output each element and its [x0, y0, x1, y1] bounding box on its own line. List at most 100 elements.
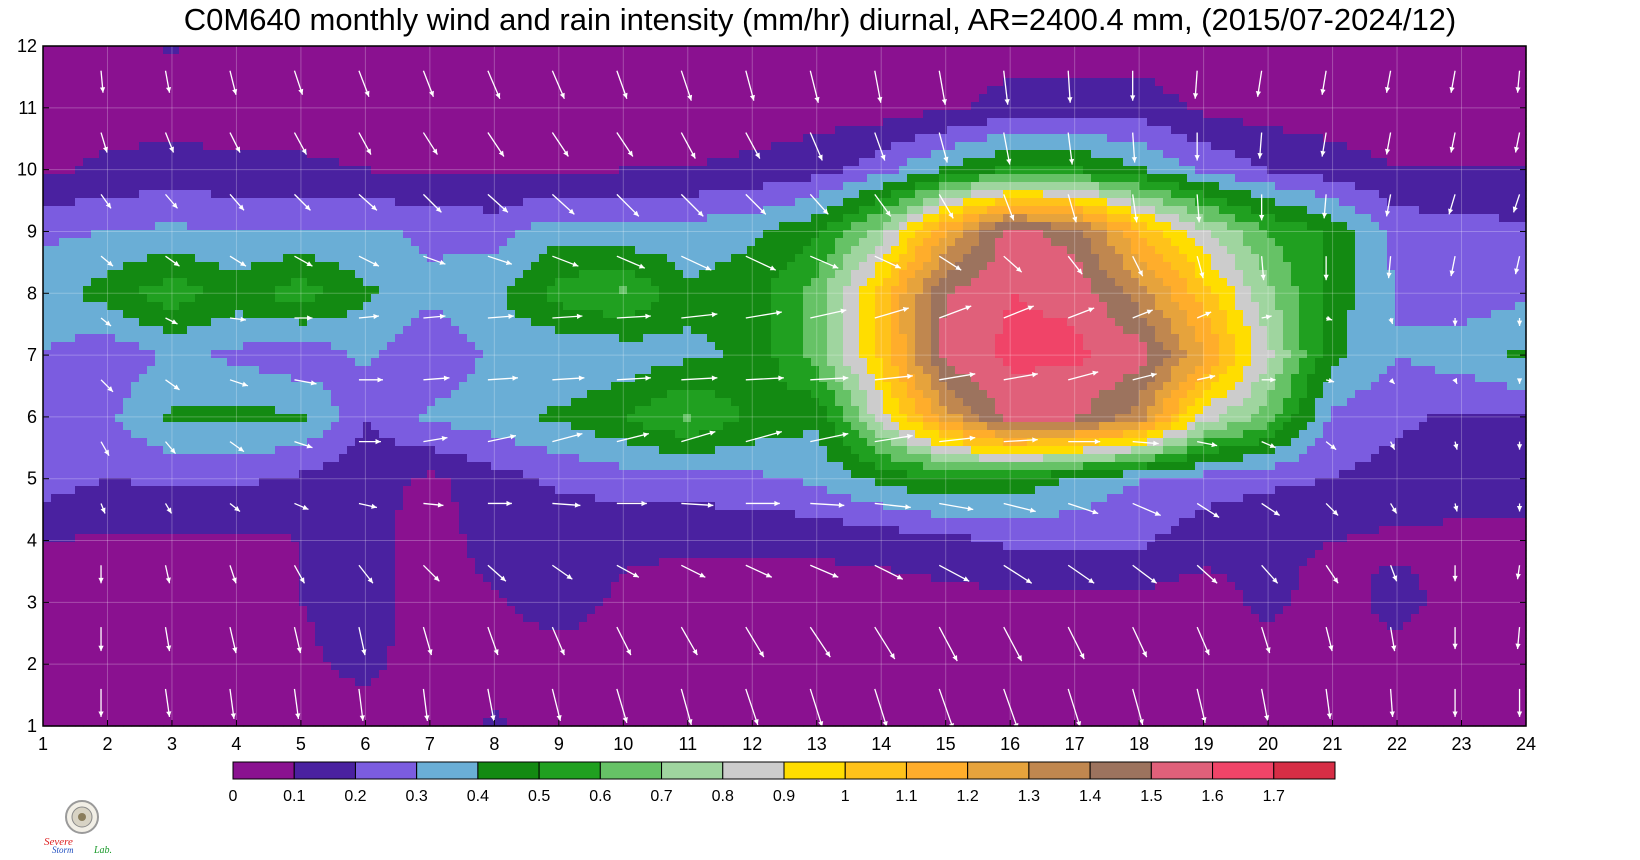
wind-arrow	[358, 132, 372, 155]
colorbar-tick-label: 0	[229, 788, 238, 805]
wind-arrow	[1452, 688, 1458, 717]
colorbar-tick-label: 0.7	[650, 788, 672, 805]
wind-arrow	[616, 500, 647, 507]
wind-arrow	[810, 375, 849, 381]
wind-arrow	[1384, 70, 1392, 93]
wind-arrow	[809, 193, 829, 215]
wind-arrow	[1192, 70, 1199, 99]
wind-arrow	[1384, 132, 1392, 155]
wind-arrow	[422, 688, 430, 721]
wind-arrow	[358, 564, 374, 584]
logo-text-top: Severe	[44, 836, 73, 848]
x-tick-label: 17	[1065, 734, 1085, 754]
wind-arrow	[1325, 564, 1339, 584]
wind-arrow	[874, 373, 913, 381]
colorbar-tick-label: 1.4	[1079, 788, 1101, 805]
wind-arrow	[100, 132, 108, 153]
wind-arrow	[680, 132, 696, 159]
wind-arrow	[1261, 626, 1271, 654]
wind-arrow	[874, 433, 913, 443]
wind-arrow	[1516, 378, 1523, 384]
wind-arrow	[1449, 256, 1456, 277]
y-tick-label: 5	[27, 469, 37, 489]
wind-arrow	[1196, 194, 1202, 223]
wind-arrow	[1514, 132, 1521, 153]
wind-arrow	[358, 688, 365, 721]
wind-arrow	[874, 70, 883, 103]
wind-arrow	[874, 193, 892, 217]
colorbar-tick-label: 0.1	[283, 788, 305, 805]
colorbar: 0 0.1 0.2 0.3 0.4 0.5 0.6 0.7 0.8 0.9 1 1.1 1.2 1.3 1.…	[229, 761, 1336, 805]
wind-arrow	[874, 564, 904, 580]
x-tick-label: 24	[1516, 734, 1536, 754]
x-tick-label: 12	[742, 734, 762, 754]
wind-arrow	[293, 70, 304, 95]
wind-arrow	[100, 193, 112, 209]
wind-arrow	[1131, 132, 1137, 163]
y-tick-label: 10	[17, 160, 37, 180]
wind-arrow	[874, 132, 886, 161]
wind-arrow	[229, 316, 247, 322]
wind-arrow	[1389, 688, 1395, 717]
wind-arrow	[1453, 503, 1459, 512]
wind-arrow	[1130, 70, 1136, 101]
wind-arrow	[1261, 441, 1276, 449]
wind-arrow	[358, 313, 380, 320]
wind-arrow	[1325, 441, 1337, 451]
colorbar-tick-label: 1.1	[895, 788, 917, 805]
wind-arrow	[1259, 194, 1265, 221]
wind-arrow	[616, 193, 640, 217]
wind-arrow	[98, 688, 104, 717]
wind-arrow	[1132, 255, 1144, 277]
wind-arrow	[294, 441, 313, 449]
wind-arrow	[552, 502, 581, 508]
wind-arrow	[1388, 378, 1396, 385]
wind-arrow	[358, 439, 381, 445]
wind-arrow	[1325, 315, 1333, 321]
wind-arrow	[1515, 70, 1521, 93]
wind-arrow	[1325, 688, 1332, 719]
wind-arrow	[551, 626, 565, 656]
wind-arrow	[487, 434, 517, 443]
x-tick-label: 16	[1000, 734, 1020, 754]
wind-arrow	[164, 565, 171, 584]
wind-arrow	[98, 627, 104, 652]
wind-arrow	[810, 502, 845, 508]
wind-arrow	[100, 379, 114, 393]
wind-arrow	[358, 70, 370, 97]
wind-arrow	[294, 379, 317, 386]
wind-arrow	[487, 375, 518, 381]
wind-arrow	[1325, 377, 1335, 384]
wind-arrow	[1512, 194, 1521, 213]
wind-arrow	[1132, 440, 1159, 446]
colorbar-tick-label: 1.5	[1140, 788, 1162, 805]
x-tick-label: 8	[489, 734, 499, 754]
wind-arrow	[99, 70, 106, 93]
x-tick-label: 10	[613, 734, 633, 754]
colorbar-swatch	[293, 761, 356, 780]
x-tick-label: 9	[554, 734, 564, 754]
wind-arrow	[1003, 626, 1023, 662]
wind-arrow	[229, 379, 249, 387]
wind-arrow	[1197, 440, 1218, 448]
colorbar-swatch	[722, 761, 785, 780]
wind-arrow	[487, 193, 509, 213]
x-tick-label: 20	[1258, 734, 1278, 754]
wind-arrow	[98, 565, 104, 584]
wind-arrow	[1255, 70, 1263, 97]
colorbar-swatch	[354, 761, 418, 780]
wind-arrow	[938, 255, 962, 271]
wind-arrow	[616, 313, 651, 319]
colorbar-swatch	[967, 761, 1030, 780]
wind-arrow	[1196, 688, 1207, 724]
wind-arrow	[487, 626, 499, 656]
wind-arrow	[358, 626, 367, 656]
wind-arrow	[616, 626, 632, 656]
wind-arrow	[1453, 441, 1459, 450]
colorbar-swatch	[232, 761, 295, 780]
severe-storm-lab-logo: Severe Storm Lab.	[44, 800, 112, 855]
wind-arrow	[229, 688, 236, 719]
wind-arrow	[1449, 70, 1456, 93]
wind-arrow	[1261, 377, 1276, 383]
